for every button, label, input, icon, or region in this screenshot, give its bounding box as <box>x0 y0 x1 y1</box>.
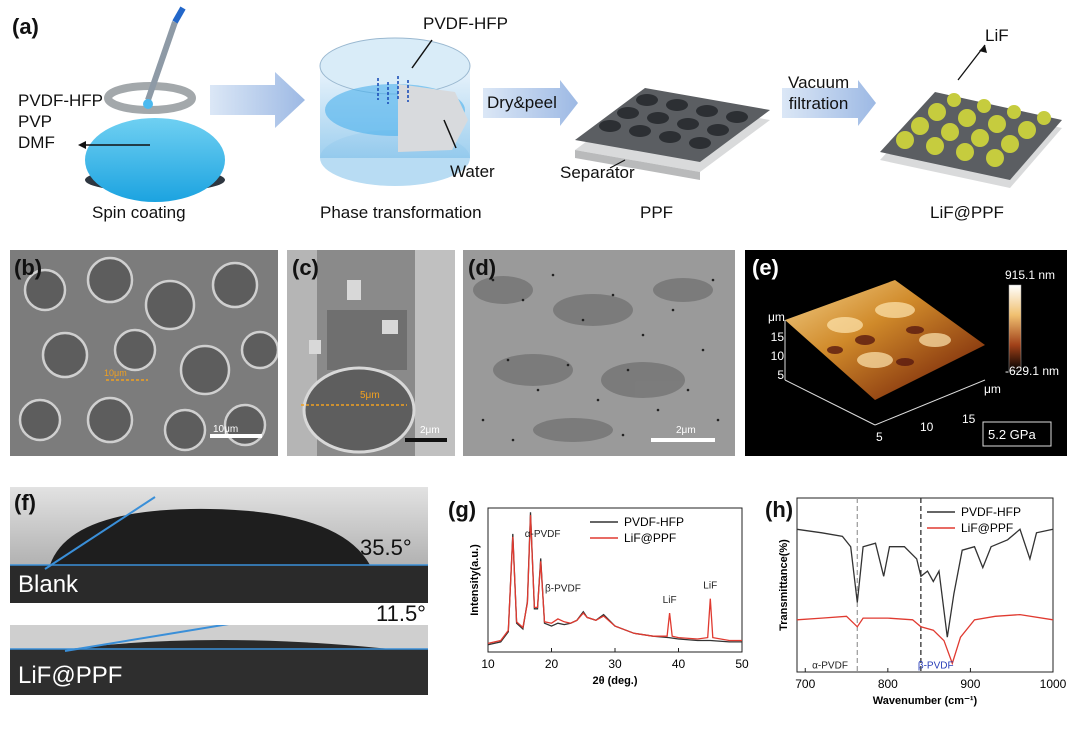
colorbar-max-label: 915.1 nm <box>1005 268 1056 282</box>
x-tick-label: 50 <box>735 657 749 671</box>
afm-y-ticks: 15 10 5 <box>770 328 784 385</box>
legend-label: LiF@PPF <box>624 531 676 545</box>
lif-ppf-angle-label: 11.5° <box>376 601 426 626</box>
sem-image-b <box>10 250 278 456</box>
x-tick-label: 700 <box>795 677 815 691</box>
afm-x-tick: 5 <box>876 430 883 444</box>
scale-bar-label: 10μm <box>213 424 239 435</box>
ppf-membrane-illustration <box>575 88 770 180</box>
blank-label: Blank <box>18 571 79 598</box>
sem-b-texture <box>10 250 278 456</box>
sem-d-texture <box>463 250 735 456</box>
panel-g-label: (g) <box>448 497 477 522</box>
series-line <box>487 515 742 645</box>
series-line <box>796 528 1054 638</box>
x-tick-label: 10 <box>481 657 495 671</box>
modulus-label: 5.2 GPa <box>988 427 1036 442</box>
step-spin-coating: Spin coating <box>92 203 186 222</box>
panel-c-label: (c) <box>292 255 319 280</box>
contact-angle-blank <box>10 487 428 603</box>
phase-transformation-illustration <box>319 37 471 186</box>
pore-size-marker: 10μm <box>104 368 127 378</box>
water-label: Water <box>450 162 495 181</box>
x-tick-label: 800 <box>878 677 898 691</box>
annotation: LiF <box>703 581 717 592</box>
series-line <box>487 512 742 646</box>
panel-e-label: (e) <box>752 255 779 280</box>
x-axis-label: Wavenumber (cm⁻¹) <box>873 695 978 707</box>
vacuum-filtration-line: Vacuum <box>788 73 850 92</box>
vacuum-filtration-line: filtration <box>788 94 849 113</box>
x-tick-label: 900 <box>960 677 980 691</box>
solution-component: PVDF-HFP <box>18 91 103 110</box>
arrow-icon <box>210 72 305 128</box>
spin-coating-illustration <box>78 6 225 202</box>
panel-b-label: (b) <box>14 255 43 280</box>
legend-label: PVDF-HFP <box>624 515 684 529</box>
dry-peel-label: Dry&peel <box>487 93 557 112</box>
y-axis-label: Intensity(a.u.) <box>469 544 481 616</box>
annotation: β-PVDF <box>545 584 581 595</box>
panel-a-label: (a) <box>12 14 39 39</box>
panel-h-label: (h) <box>765 497 794 522</box>
droplet-lif-ppf <box>10 625 428 695</box>
series-line <box>796 613 1054 666</box>
solution-components: PVDF-HFP PVP DMF <box>18 90 103 153</box>
afm-y-unit: μm <box>768 310 785 324</box>
plot-frame <box>796 497 1054 673</box>
pore-size-marker: 5μm <box>360 390 380 401</box>
pvdf-hfp-label: PVDF-HFP <box>423 14 508 33</box>
blank-angle-label: 35.5° <box>360 535 412 560</box>
scale-bar-label: 2μm <box>420 425 440 436</box>
separator-label: Separator <box>560 163 635 182</box>
droplet-blank <box>10 487 428 603</box>
x-tick-label: 30 <box>608 657 622 671</box>
contact-angle-lif-ppf <box>10 625 428 695</box>
ftir-chart: 700 800 900 1000 PVDF-HFP LiF@PPF Wavenumber (… <box>778 497 1067 707</box>
afm-y-tick: 5 <box>777 368 784 382</box>
step-phase-transformation: Phase transformation <box>320 203 482 222</box>
x-tick-label: 1000 <box>1040 677 1067 691</box>
colorbar-min-label: -629.1 nm <box>1005 364 1060 378</box>
panel-f-label: (f) <box>14 490 36 515</box>
annotation: β-PVDF <box>918 661 954 672</box>
x-tick-label: 40 <box>672 657 686 671</box>
lif-label: LiF <box>985 26 1009 45</box>
arrow-icon <box>483 80 578 126</box>
sem-image-c <box>287 250 455 456</box>
vacuum-filtration-label: Vacuum filtration <box>788 72 849 114</box>
panel-d-label: (d) <box>468 255 497 280</box>
x-tick-label: 20 <box>545 657 559 671</box>
legend-label: PVDF-HFP <box>961 505 1021 519</box>
lif-ppf-label: LiF@PPF <box>18 662 123 689</box>
afm-x-tick: 10 <box>920 420 934 434</box>
sem-image-d <box>463 250 735 456</box>
lif-ppf-membrane-illustration <box>880 44 1062 188</box>
step-lif-ppf: LiF@PPF <box>930 203 1004 222</box>
x-axis-label: 2θ (deg.) <box>592 675 637 687</box>
afm-y-tick: 10 <box>770 349 784 363</box>
xrd-chart: 10 20 30 40 50 PVDF-HFP LiF@PPF 2θ (deg.) Intens… <box>469 507 749 687</box>
step-ppf: PPF <box>640 203 674 222</box>
afm-x-unit: μm <box>984 382 1001 396</box>
annotation: α-PVDF <box>525 529 561 540</box>
afm-x-tick: 15 <box>962 412 976 426</box>
y-axis-label: Transmittance(%) <box>778 539 790 631</box>
panel-a-illustration <box>78 6 1062 202</box>
scale-bar-label: 2μm <box>676 425 696 436</box>
afm-surface <box>784 280 1052 447</box>
arrow-icon <box>782 80 876 126</box>
annotation: α-PVDF <box>812 661 848 672</box>
afm-y-tick: 15 <box>770 330 784 344</box>
legend-label: LiF@PPF <box>961 521 1013 535</box>
annotation: LiF <box>663 595 677 606</box>
afm-image-e <box>745 250 1067 456</box>
sem-c-texture <box>287 250 455 456</box>
solution-component: PVP <box>18 112 53 131</box>
solution-component: DMF <box>18 133 55 152</box>
